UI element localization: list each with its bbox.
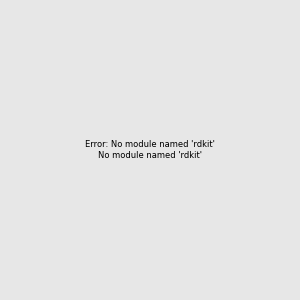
- Text: Error: No module named 'rdkit'
No module named 'rdkit': Error: No module named 'rdkit' No module…: [85, 140, 215, 160]
